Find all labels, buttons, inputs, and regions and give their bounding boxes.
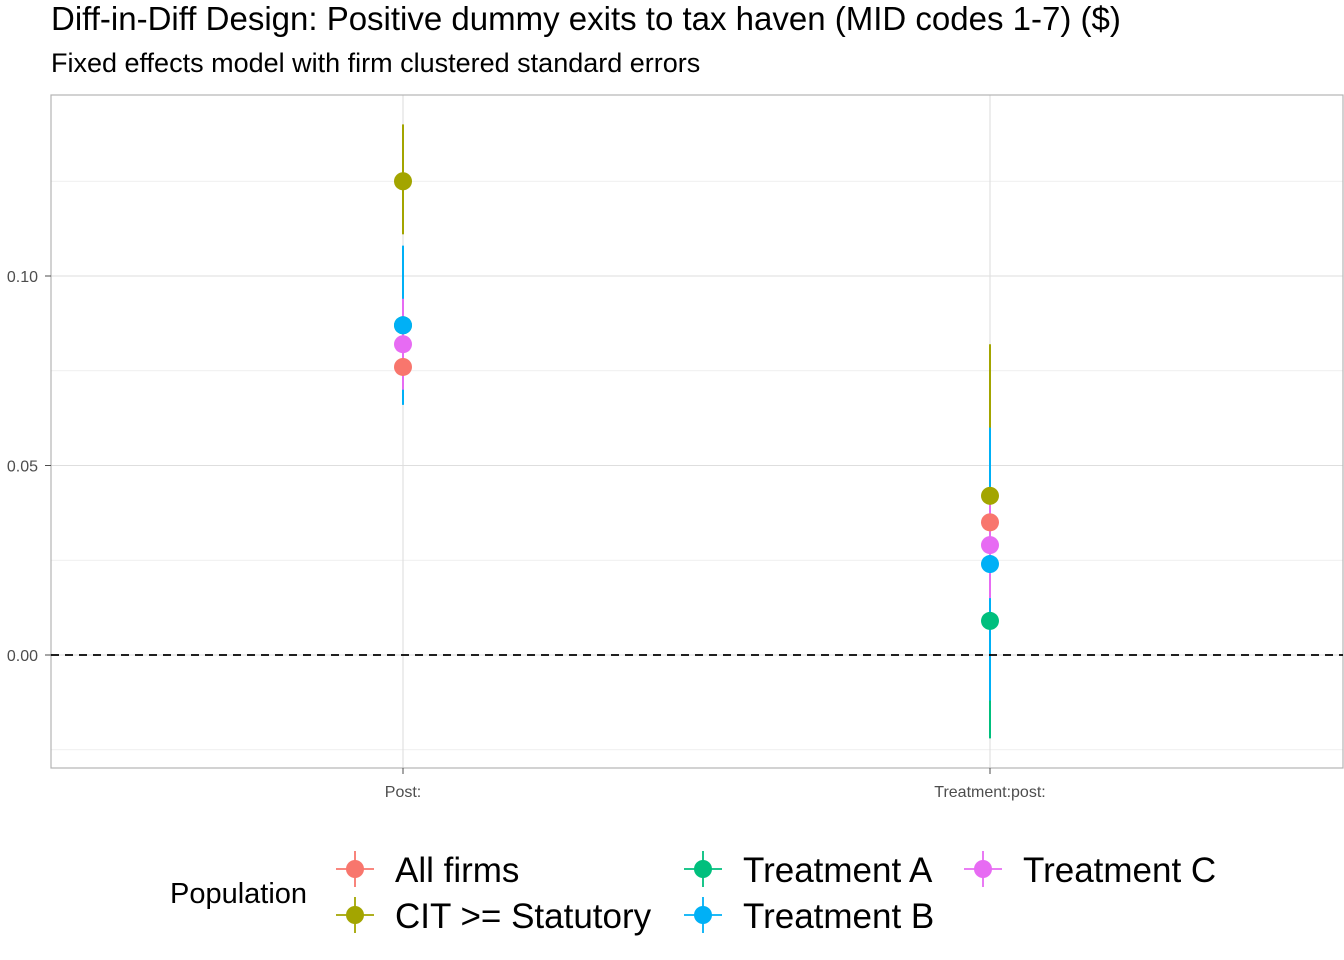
legend-key-point xyxy=(694,906,712,924)
y-tick-label: 0.05 xyxy=(7,459,38,476)
estimate-point xyxy=(981,513,999,532)
legend-label: Treatment B xyxy=(743,897,934,936)
chart-title: Diff-in-Diff Design: Positive dummy exit… xyxy=(51,0,1121,37)
legend-label: All firms xyxy=(395,851,519,890)
estimate-point xyxy=(394,172,412,191)
plot-panel: 0.00 0.05 0.10 Post: Treatment:post: xyxy=(7,94,1344,801)
legend-key-point xyxy=(346,860,364,878)
estimate-point xyxy=(394,316,412,335)
x-tick-label: Treatment:post: xyxy=(934,784,1045,801)
legend-title: Population xyxy=(170,878,307,910)
estimate-point xyxy=(394,335,412,354)
legend-key-point xyxy=(974,860,992,878)
y-tick-label: 0.10 xyxy=(7,269,38,286)
x-tick-label: Post: xyxy=(385,784,421,801)
chart-subtitle: Fixed effects model with firm clustered … xyxy=(51,48,701,78)
y-tick-label: 0.00 xyxy=(7,648,38,665)
legend-key-point xyxy=(694,860,712,878)
estimate-point xyxy=(981,486,999,505)
estimate-point xyxy=(981,555,999,574)
legend-label: Treatment C xyxy=(1023,851,1216,890)
estimate-point xyxy=(394,357,412,376)
legend-key-point xyxy=(346,906,364,924)
plot-marks xyxy=(51,124,1343,739)
legend-label: CIT >= Statutory xyxy=(395,897,652,936)
panel-border xyxy=(50,94,1344,769)
estimate-point xyxy=(981,611,999,630)
legend-label: Treatment A xyxy=(743,851,933,890)
estimate-point xyxy=(981,536,999,555)
legend: Population All firms CIT >= Statutory Treat… xyxy=(170,851,1216,936)
